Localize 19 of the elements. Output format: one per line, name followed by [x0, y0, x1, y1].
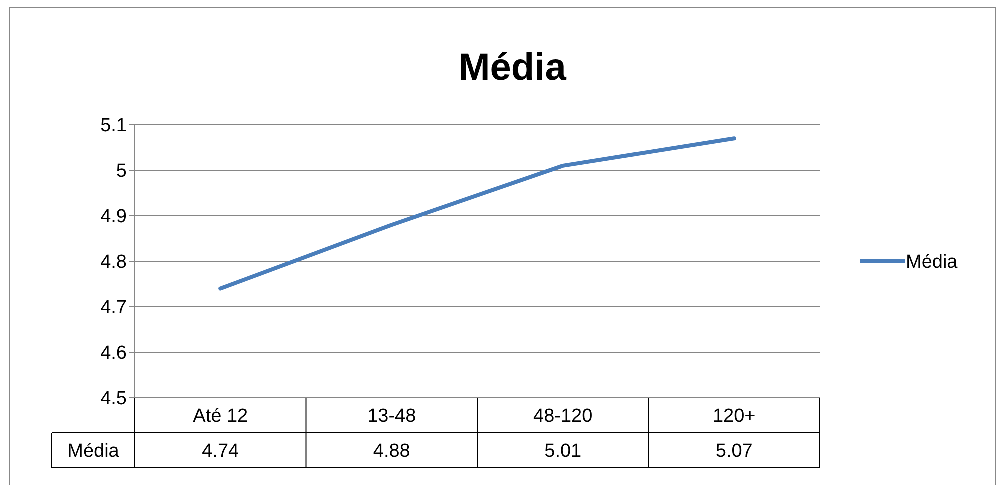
- y-tick-label: 4.9: [100, 206, 127, 228]
- y-tick-label: 5.1: [100, 116, 127, 137]
- legend-label: Média: [906, 252, 958, 274]
- y-tick-label: 4.6: [100, 343, 127, 364]
- text: Média: [68, 441, 120, 462]
- data-label: 5.07: [716, 441, 753, 462]
- data-label: 4.74: [202, 441, 240, 462]
- y-tick-label: 4.5: [100, 388, 127, 410]
- x-tick-label: 13-48: [368, 406, 416, 428]
- x-tick-label: 48-120: [534, 406, 593, 428]
- x-tick-label: 120+: [712, 406, 756, 428]
- chart-title: Média: [458, 47, 568, 89]
- data-label: 4.88: [373, 441, 410, 462]
- line-series: [218, 136, 736, 291]
- x-tick-label: Até 12: [193, 406, 248, 428]
- y-tick-label: 4.7: [100, 298, 127, 319]
- y-tick-label: 4.8: [100, 252, 127, 274]
- data-label: 5.01: [544, 441, 582, 462]
- y-tick-label: 5: [116, 161, 127, 182]
